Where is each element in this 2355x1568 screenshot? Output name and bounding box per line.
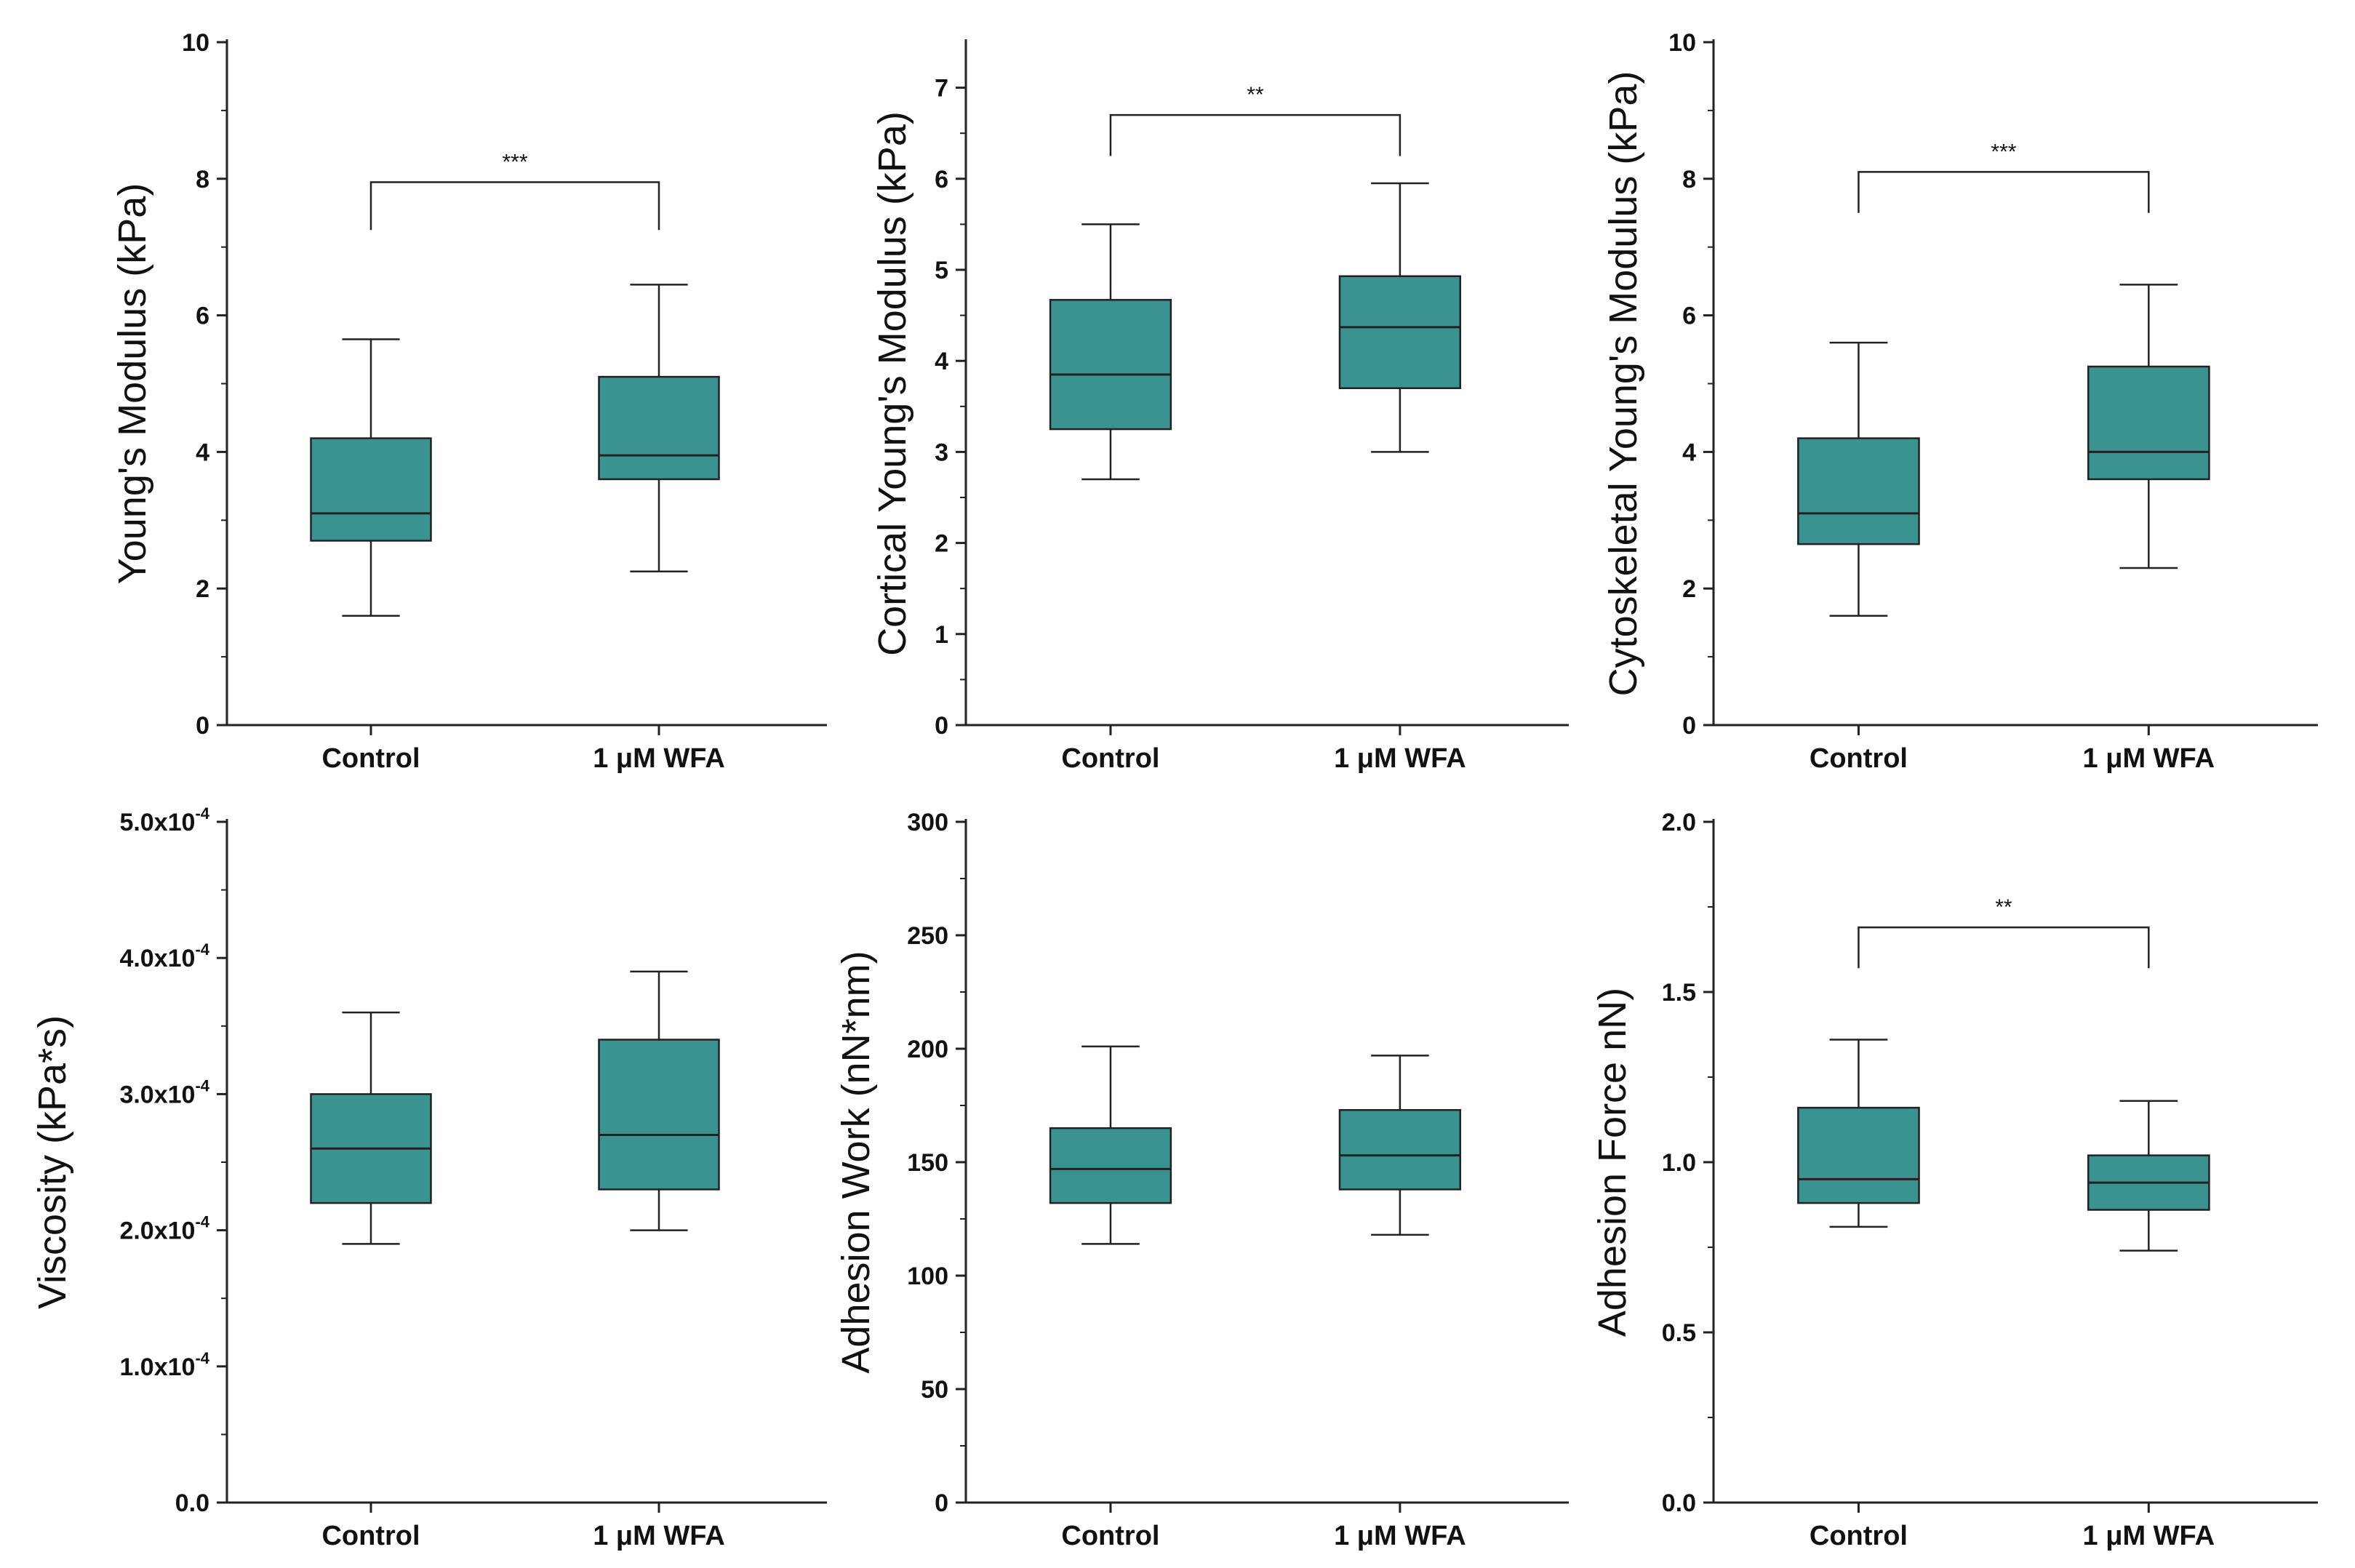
y-tick-label: 300 [907, 809, 948, 836]
panel-cortical-youngs-modulus: 0 1 2 3 4 5 6 7 Cortical Young's Modulus (kPa) Co… [871, 39, 1569, 774]
y-axis-title: Adhesion Force nN) [1591, 988, 1634, 1337]
panel-viscosity: 0.0 1.0x10-4 2.0x10-4 3.0x10-4 4.0x10-4 5.0x1… [31, 804, 827, 1551]
y-tick-label: 3.0x10-4 [119, 1076, 209, 1108]
y-tick-label: 6 [196, 303, 209, 330]
y-tick-label: 1.0 [1662, 1149, 1696, 1177]
significance-label: ** [1247, 83, 1264, 107]
panel-cytoskeletal-youngs-modulus: 0 2 4 6 8 10 Cytoskeletal Young's Modulus (kPa… [1602, 29, 2318, 774]
y-tick-label: 250 [907, 922, 948, 950]
y-tick-label: 150 [907, 1149, 948, 1177]
y-tick-exponent: -4 [195, 1213, 209, 1231]
box-iqr [598, 375, 720, 481]
x-category-label: Control [321, 743, 420, 774]
y-tick-label: 4 [196, 439, 209, 466]
y-tick-label: 1.5 [1662, 979, 1696, 1007]
y-tick-label: 100 [907, 1263, 948, 1290]
y-tick-exponent: -4 [195, 1076, 209, 1095]
y-tick-label: 2.0x10-4 [119, 1213, 209, 1245]
x-category-label: Control [321, 1521, 420, 1551]
y-tick-label: 2 [196, 575, 209, 603]
significance-bracket [369, 181, 660, 231]
box-iqr [310, 437, 432, 542]
y-tick-label: 5 [935, 257, 948, 284]
significance-bracket [1858, 171, 2150, 213]
y-tick-label: 1.0x10-4 [119, 1349, 209, 1381]
y-tick-label: 10 [182, 29, 209, 57]
y-tick-label: 10 [1668, 29, 1696, 57]
x-category-label: Control [1810, 743, 1908, 774]
y-tick-label: 0 [935, 712, 948, 740]
panel-adhesion-work: 0 50 100 150 200 250 300 Adhesion Work (nN*nm) C… [834, 809, 1569, 1551]
x-category-label: Control [1061, 743, 1159, 774]
y-tick-label: 4 [1682, 439, 1696, 466]
box-iqr [2087, 365, 2210, 481]
x-category-label: 1 μM WFA [1334, 1521, 1466, 1551]
y-tick-label: 0 [196, 712, 209, 740]
y-tick-exponent: -4 [195, 804, 209, 823]
box-iqr [598, 1039, 720, 1191]
panel-youngs-modulus: 0 2 4 6 8 10 Young's Modulus (kPa) Control 1 μM … [111, 29, 827, 774]
panel-adhesion-force: 0.0 0.5 1.0 1.5 2.0 Adhesion Force nN) Control… [1591, 809, 2318, 1551]
y-tick-label: 2 [1682, 575, 1696, 603]
y-axis-title: Cytoskeletal Young's Modulus (kPa) [1602, 71, 1645, 697]
y-axis-title: Adhesion Work (nN*nm) [834, 951, 878, 1373]
x-category-label: Control [1061, 1521, 1159, 1551]
box-iqr [1338, 275, 1462, 390]
y-tick-label: 0.0 [175, 1489, 209, 1517]
y-tick-label: 0 [1682, 712, 1696, 740]
box-iqr [1049, 299, 1172, 431]
y-tick-label: 8 [1682, 166, 1696, 193]
y-tick-exponent: -4 [195, 940, 209, 959]
y-tick-label: 6 [1682, 303, 1696, 330]
significance-bracket [1858, 926, 2150, 969]
y-axis-title: Young's Modulus (kPa) [111, 183, 154, 585]
box-iqr [1049, 1127, 1172, 1204]
significance-label: *** [1991, 140, 2016, 164]
x-category-label: Control [1810, 1521, 1908, 1551]
y-axis-title: Viscosity (kPa*s) [31, 1015, 74, 1309]
y-tick-label: 4.0x10-4 [119, 940, 209, 972]
y-tick-label: 0 [935, 1489, 948, 1517]
y-tick-label: 4 [935, 348, 948, 375]
y-tick-label: 2 [935, 530, 948, 558]
significance-bracket [1109, 113, 1402, 156]
x-category-label: 1 μM WFA [593, 1521, 725, 1551]
y-tick-label: 2.0 [1662, 809, 1696, 836]
box-iqr [1338, 1108, 1462, 1191]
box-iqr [1797, 437, 1920, 545]
x-category-label: 1 μM WFA [1334, 743, 1466, 774]
y-tick-label: 5.0x10-4 [119, 804, 209, 836]
y-tick-label: 50 [921, 1376, 948, 1404]
y-tick-label: 8 [196, 166, 209, 193]
x-category-label: 1 μM WFA [2083, 1521, 2215, 1551]
y-tick-exponent: -4 [195, 1349, 209, 1367]
x-category-label: 1 μM WFA [593, 743, 725, 774]
y-tick-label: 0.5 [1662, 1319, 1696, 1347]
y-tick-label: 7 [935, 75, 948, 103]
significance-label: ** [1995, 895, 2012, 919]
y-tick-label: 0.0 [1662, 1489, 1696, 1517]
x-category-label: 1 μM WFA [2083, 743, 2215, 774]
y-axis-title: Cortical Young's Modulus (kPa) [871, 111, 914, 656]
y-tick-label: 6 [935, 166, 948, 193]
y-tick-label: 3 [935, 439, 948, 466]
box-iqr [1797, 1106, 1920, 1204]
y-tick-label: 200 [907, 1036, 948, 1063]
significance-label: *** [502, 150, 527, 174]
y-tick-label: 1 [935, 621, 948, 649]
